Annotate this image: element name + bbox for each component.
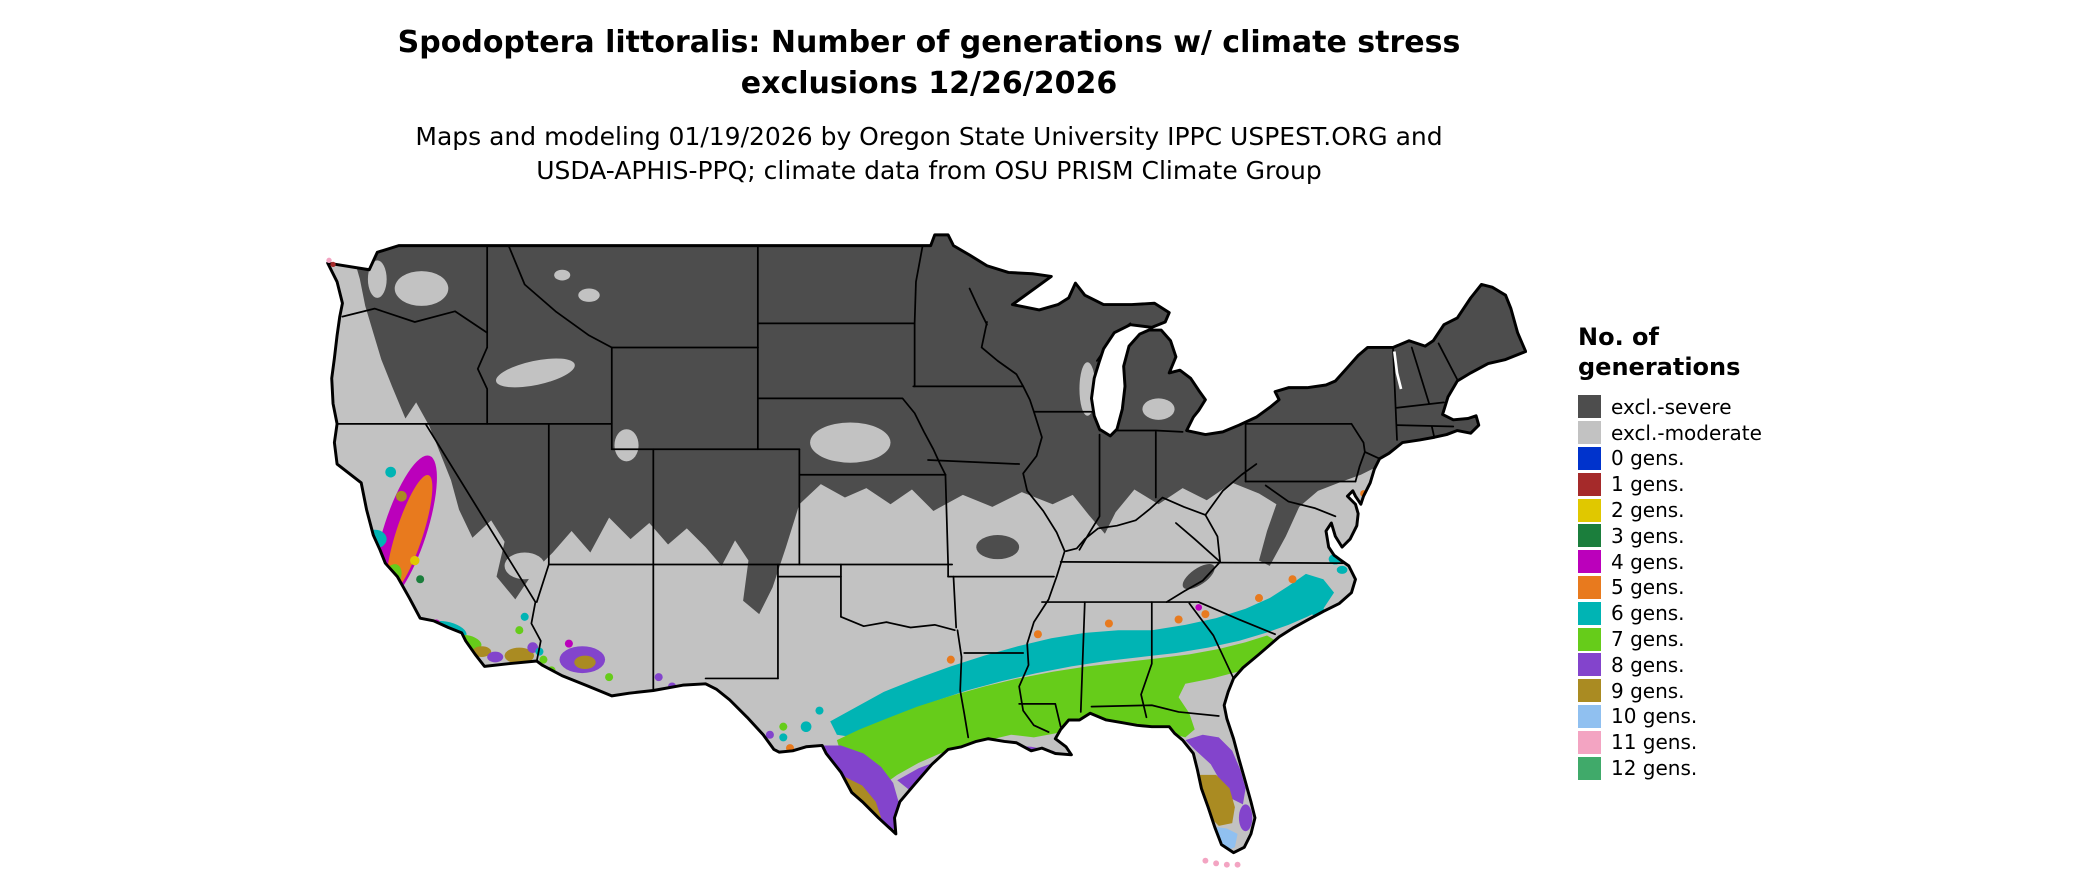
legend-row: 1 gens. (1578, 471, 1762, 497)
legend-label: 4 gens. (1611, 549, 1685, 574)
legend-label: 5 gens. (1611, 575, 1685, 600)
legend-label: 2 gens. (1611, 498, 1685, 523)
legend-swatch (1578, 679, 1601, 703)
legend-row: 3 gens. (1578, 523, 1762, 549)
legend-row: excl.-moderate (1578, 420, 1762, 446)
legend-label: 7 gens. (1611, 627, 1685, 652)
legend-label: 10 gens. (1611, 704, 1698, 729)
us-map-svg (326, 233, 1528, 868)
legend-label: 1 gens. (1611, 472, 1685, 497)
lake-champlain (1393, 351, 1403, 390)
legend-swatch (1578, 627, 1601, 651)
legend-label: 11 gens. (1611, 730, 1698, 755)
legend-row: 9 gens. (1578, 678, 1762, 704)
legend-swatch (1578, 421, 1601, 445)
severe-mottling (976, 535, 1215, 590)
legend-title-line-2: generations (1578, 353, 1741, 381)
region-10-gens (865, 825, 1238, 853)
legend-swatch (1578, 550, 1601, 574)
title-line-2: exclusions 12/26/2026 (740, 66, 1118, 101)
legend-label: 6 gens. (1611, 601, 1685, 626)
legend-swatch (1578, 498, 1601, 522)
legend-row: excl.-severe (1578, 394, 1762, 420)
legend-label: 0 gens. (1611, 446, 1685, 471)
legend-label: 9 gens. (1611, 678, 1685, 703)
legend-title: No. of generations (1578, 322, 1762, 382)
legend-row: 6 gens. (1578, 600, 1762, 626)
subtitle-line-1: Maps and modeling 01/19/2026 by Oregon S… (415, 122, 1443, 151)
legend-swatch (1578, 446, 1601, 470)
legend-swatch (1578, 730, 1601, 754)
legend-title-line-1: No. of (1578, 323, 1659, 351)
legend-swatch (1578, 704, 1601, 728)
legend-swatch (1578, 575, 1601, 599)
legend-label: excl.-severe (1611, 394, 1732, 419)
legend-swatch (1578, 653, 1601, 677)
region-11-gens (892, 835, 900, 843)
title-line-1: Spodoptera littoralis: Number of generat… (397, 25, 1461, 60)
legend-row: 0 gens. (1578, 446, 1762, 472)
legend-label: 3 gens. (1611, 523, 1685, 548)
legend-row: 7 gens. (1578, 626, 1762, 652)
nw-coast-speck-red (330, 261, 336, 268)
legend-swatch (1578, 472, 1601, 496)
legend-swatch (1578, 395, 1601, 419)
legend-swatch (1578, 756, 1601, 780)
legend: No. of generations excl.-severe excl.-mo… (1578, 322, 1762, 781)
legend-label: excl.-moderate (1611, 420, 1762, 445)
us-outline (326, 233, 1528, 855)
us-generations-map (321, 228, 1528, 885)
state-borders (327, 244, 1459, 739)
page-title: Spodoptera littoralis: Number of generat… (0, 22, 1858, 104)
legend-swatch (1578, 601, 1601, 625)
subtitle-line-2: USDA-APHIS-PPQ; climate data from OSU PR… (536, 156, 1322, 185)
legend-row: 4 gens. (1578, 549, 1762, 575)
legend-label: 8 gens. (1611, 652, 1685, 677)
legend-row: 8 gens. (1578, 652, 1762, 678)
nw-coast-speck-pink (326, 257, 332, 264)
legend-row: 2 gens. (1578, 497, 1762, 523)
legend-row: 10 gens. (1578, 704, 1762, 730)
page-subtitle: Maps and modeling 01/19/2026 by Oregon S… (0, 120, 1858, 188)
legend-row: 12 gens. (1578, 755, 1762, 781)
legend-row: 5 gens. (1578, 575, 1762, 601)
legend-label: 12 gens. (1611, 756, 1698, 781)
florida-keys-specks (1202, 857, 1241, 868)
legend-row: 11 gens. (1578, 729, 1762, 755)
legend-swatch (1578, 524, 1601, 548)
